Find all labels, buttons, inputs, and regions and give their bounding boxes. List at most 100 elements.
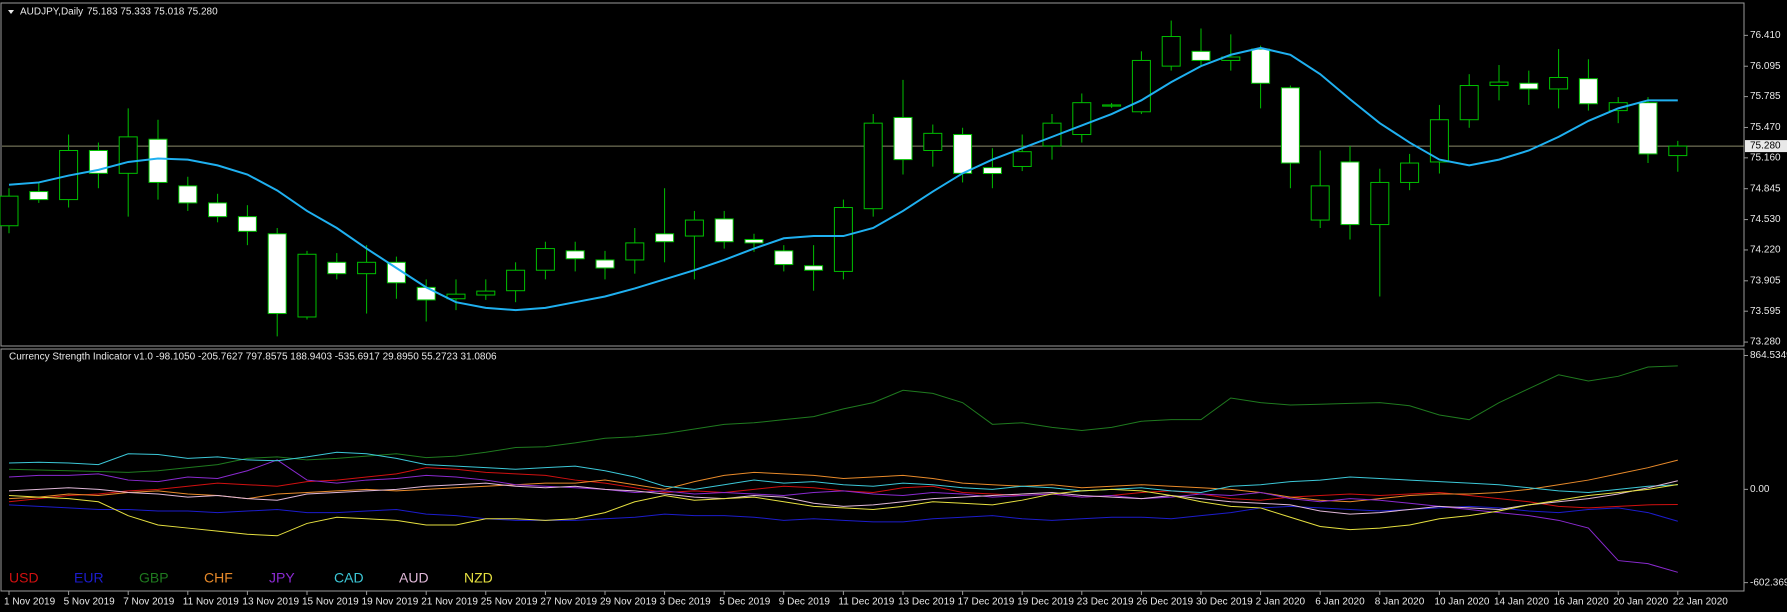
candle-body (416, 286, 436, 301)
x-tick-label: 13 Dec 2019 (898, 597, 955, 608)
candle-body (506, 269, 526, 292)
candle-body (863, 122, 883, 210)
x-tick-label: 13 Nov 2019 (242, 597, 299, 608)
candle-body (1578, 78, 1598, 105)
candle-body (923, 132, 943, 151)
candle-body (1638, 102, 1658, 155)
candle-body (178, 185, 198, 204)
legend-entry: NZD (464, 570, 493, 586)
x-tick-label: 30 Dec 2019 (1196, 597, 1253, 608)
x-tick-label: 25 Nov 2019 (481, 597, 538, 608)
x-tick-label: 1 Nov 2019 (4, 597, 56, 608)
y-tick-label: 76.095 (1750, 61, 1781, 72)
legend-entry: CAD (334, 570, 364, 586)
x-tick-label: 19 Nov 2019 (362, 597, 419, 608)
candle-body (1280, 87, 1300, 164)
candle-body (893, 116, 913, 161)
menu-arrow[interactable] (8, 10, 14, 14)
legend-entry: EUR (74, 570, 104, 586)
candle-body (148, 138, 168, 183)
candle-body (208, 202, 228, 218)
y-tick-label: -602.369 (1750, 577, 1787, 588)
candle-body (1400, 162, 1420, 183)
indicator-panel-frame (0, 348, 1745, 592)
x-tick-label: 9 Dec 2019 (779, 597, 831, 608)
x-tick-label: 29 Nov 2019 (600, 597, 657, 608)
x-tick-label: 26 Dec 2019 (1136, 597, 1193, 608)
candle-body (1519, 82, 1539, 90)
candle-body (267, 233, 287, 315)
x-tick-label: 15 Nov 2019 (302, 597, 359, 608)
x-tick-label: 14 Jan 2020 (1494, 597, 1549, 608)
x-tick-label: 22 Jan 2020 (1673, 597, 1728, 608)
candle-body (744, 238, 764, 244)
candle-body (535, 248, 555, 271)
candle-body (1161, 36, 1181, 67)
candle-body (357, 261, 377, 275)
legend-entry: CHF (204, 570, 233, 586)
y-tick-label: 74.220 (1750, 245, 1781, 256)
candle-body (88, 149, 108, 174)
legend-entry: JPY (269, 570, 295, 586)
x-tick-label: 5 Dec 2019 (719, 597, 771, 608)
candle-body (595, 259, 615, 269)
candle-body (774, 250, 794, 266)
y-tick-label: 75.470 (1750, 122, 1781, 133)
candle-body (804, 265, 824, 271)
y-tick-label: 73.905 (1750, 275, 1781, 286)
strength-line (8, 484, 1678, 537)
strength-line (8, 365, 1678, 473)
y-tick-label: 75.785 (1750, 91, 1781, 102)
legend-entry: AUD (399, 570, 429, 586)
candle-body (1668, 145, 1688, 157)
chart-title: AUDJPY,Daily (20, 7, 83, 18)
candle-body (1370, 181, 1390, 226)
candle-body (118, 136, 138, 174)
candle-body (565, 250, 585, 260)
x-tick-label: 5 Nov 2019 (64, 597, 116, 608)
candle-body (1549, 76, 1569, 90)
x-tick-label: 17 Dec 2019 (958, 597, 1015, 608)
candle-body (1459, 85, 1479, 121)
x-tick-label: 16 Jan 2020 (1554, 597, 1609, 608)
candle-body (29, 191, 49, 201)
chart-ohlc: 75.183 75.333 75.018 75.280 (87, 7, 218, 18)
y-tick-label: 76.410 (1750, 30, 1781, 41)
candle-body (625, 242, 645, 261)
strength-line (8, 504, 1678, 523)
candle-body (327, 261, 347, 275)
candle-body (386, 261, 406, 284)
indicator-title: Currency Strength Indicator v1.0 -98.105… (9, 352, 497, 363)
y-tick-label: 0.00 (1750, 484, 1770, 495)
y-tick-label: 73.595 (1750, 306, 1781, 317)
candle-body (684, 219, 704, 237)
current-price-marker (1745, 140, 1787, 153)
strength-line (8, 451, 1678, 493)
candle-body (982, 167, 1002, 175)
candle-body (1072, 102, 1092, 136)
candle-body (1251, 48, 1271, 84)
candle-body (237, 216, 257, 232)
candle-body (714, 218, 734, 243)
candle-body (1042, 122, 1062, 147)
candle-body (1429, 119, 1449, 163)
candle-body (1131, 59, 1151, 113)
x-tick-label: 2 Jan 2020 (1256, 597, 1306, 608)
x-tick-label: 23 Dec 2019 (1077, 597, 1134, 608)
candle-body (476, 290, 496, 296)
candle-body (1489, 81, 1509, 87)
x-tick-label: 7 Nov 2019 (123, 597, 175, 608)
candle-body (1310, 185, 1330, 221)
legend-entry: GBP (139, 570, 169, 586)
strength-line (8, 459, 1678, 503)
x-tick-label: 11 Dec 2019 (838, 597, 894, 608)
y-tick-label: 74.530 (1750, 214, 1781, 225)
y-tick-label: 864.5349 (1750, 350, 1787, 361)
x-tick-label: 6 Jan 2020 (1315, 597, 1365, 608)
x-tick-label: 21 Nov 2019 (421, 597, 478, 608)
candle-body (1102, 104, 1122, 107)
x-tick-label: 20 Jan 2020 (1613, 597, 1668, 608)
candle-body (0, 195, 19, 227)
x-tick-label: 27 Nov 2019 (540, 597, 597, 608)
